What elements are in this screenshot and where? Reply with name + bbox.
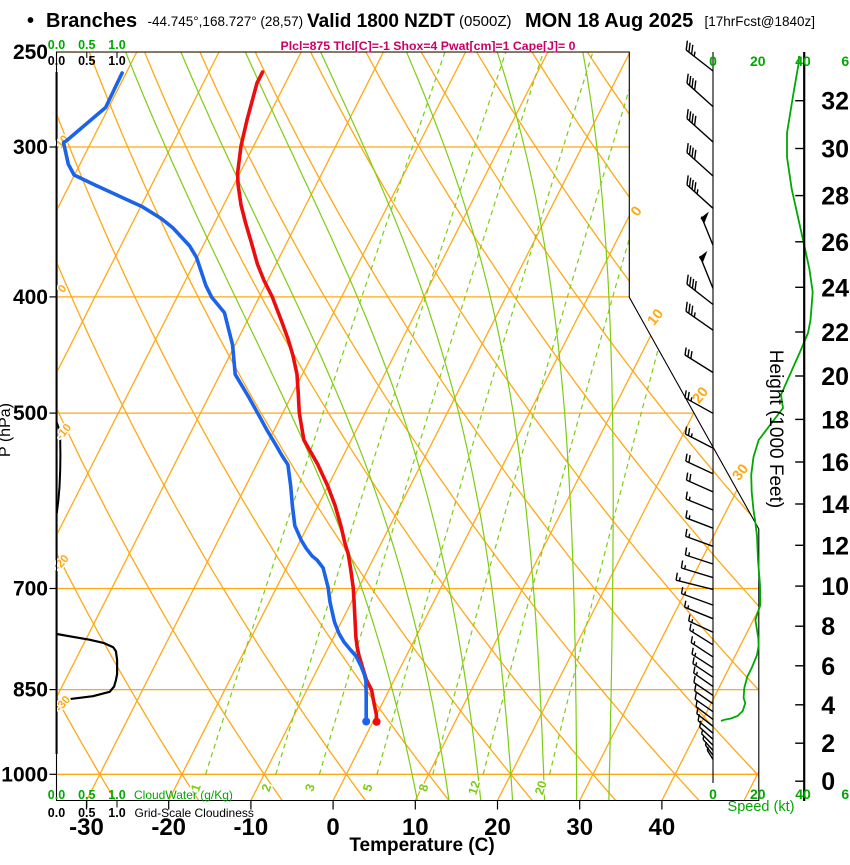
svg-text:0.0: 0.0 xyxy=(48,54,65,68)
svg-text:250: 250 xyxy=(13,41,48,64)
svg-text:0: 0 xyxy=(709,53,717,69)
svg-text:8: 8 xyxy=(821,613,835,641)
svg-text:1000: 1000 xyxy=(1,763,48,786)
svg-text:20: 20 xyxy=(750,53,766,69)
svg-text:10: 10 xyxy=(821,573,849,601)
svg-text:40: 40 xyxy=(795,786,811,802)
svg-text:(0500Z): (0500Z) xyxy=(459,13,512,30)
svg-text:[17hrFcst@1840z]: [17hrFcst@1840z] xyxy=(705,14,816,29)
svg-text:300: 300 xyxy=(13,136,48,159)
svg-text:Temperature (C): Temperature (C) xyxy=(349,835,494,856)
svg-text:•: • xyxy=(27,10,34,32)
svg-text:MON 18 Aug 2025: MON 18 Aug 2025 xyxy=(525,10,693,32)
svg-text:6: 6 xyxy=(841,786,849,802)
svg-text:1.0: 1.0 xyxy=(108,806,125,820)
svg-text:500: 500 xyxy=(13,402,48,425)
svg-text:Height (1000 Feet): Height (1000 Feet) xyxy=(765,350,786,508)
svg-text:6: 6 xyxy=(821,653,835,681)
svg-text:850: 850 xyxy=(13,679,48,702)
svg-text:0.5: 0.5 xyxy=(78,806,95,820)
svg-text:1.0: 1.0 xyxy=(108,38,125,52)
svg-text:40: 40 xyxy=(649,814,676,841)
svg-text:0.0: 0.0 xyxy=(48,38,65,52)
svg-text:12: 12 xyxy=(821,532,849,560)
svg-text:0.5: 0.5 xyxy=(78,54,95,68)
svg-text:Branches: Branches xyxy=(46,10,137,32)
svg-text:Speed (kt): Speed (kt) xyxy=(728,799,795,815)
svg-text:26: 26 xyxy=(821,229,849,257)
svg-text:0.0: 0.0 xyxy=(48,788,65,802)
svg-text:P (hPa): P (hPa) xyxy=(0,403,14,457)
svg-text:40: 40 xyxy=(795,53,811,69)
svg-text:Grid-Scale Cloudiness: Grid-Scale Cloudiness xyxy=(135,806,254,820)
svg-text:20: 20 xyxy=(821,363,849,391)
svg-text:0: 0 xyxy=(709,786,717,802)
svg-text:0.5: 0.5 xyxy=(78,788,95,802)
svg-text:0.0: 0.0 xyxy=(48,806,65,820)
svg-text:4: 4 xyxy=(821,692,835,720)
svg-text:6: 6 xyxy=(841,53,849,69)
svg-text:1.0: 1.0 xyxy=(108,54,125,68)
svg-text:1.0: 1.0 xyxy=(108,788,125,802)
svg-text:28: 28 xyxy=(821,183,849,211)
svg-text:24: 24 xyxy=(821,274,849,302)
svg-text:0.5: 0.5 xyxy=(78,38,95,52)
svg-text:2: 2 xyxy=(821,730,835,758)
svg-text:22: 22 xyxy=(821,319,849,347)
svg-text:0: 0 xyxy=(821,768,835,796)
svg-text:CloudWater (g/Kg): CloudWater (g/Kg) xyxy=(134,788,233,802)
svg-text:Plcl=875 Tlcl[C]=-1 Shox=4 Pwa: Plcl=875 Tlcl[C]=-1 Shox=4 Pwat[cm]=1 Ca… xyxy=(281,39,576,53)
svg-text:14: 14 xyxy=(821,491,849,519)
svg-text:30: 30 xyxy=(821,136,849,164)
svg-text:-44.745°,168.727° (28,57): -44.745°,168.727° (28,57) xyxy=(148,14,304,29)
svg-text:0: 0 xyxy=(326,814,339,841)
svg-text:700: 700 xyxy=(13,578,48,601)
svg-text:18: 18 xyxy=(821,406,849,434)
svg-text:30: 30 xyxy=(566,814,593,841)
svg-text:32: 32 xyxy=(821,88,849,116)
svg-text:400: 400 xyxy=(13,286,48,309)
svg-text:16: 16 xyxy=(821,449,849,477)
svg-text:Valid 1800 NZDT: Valid 1800 NZDT xyxy=(307,11,455,32)
